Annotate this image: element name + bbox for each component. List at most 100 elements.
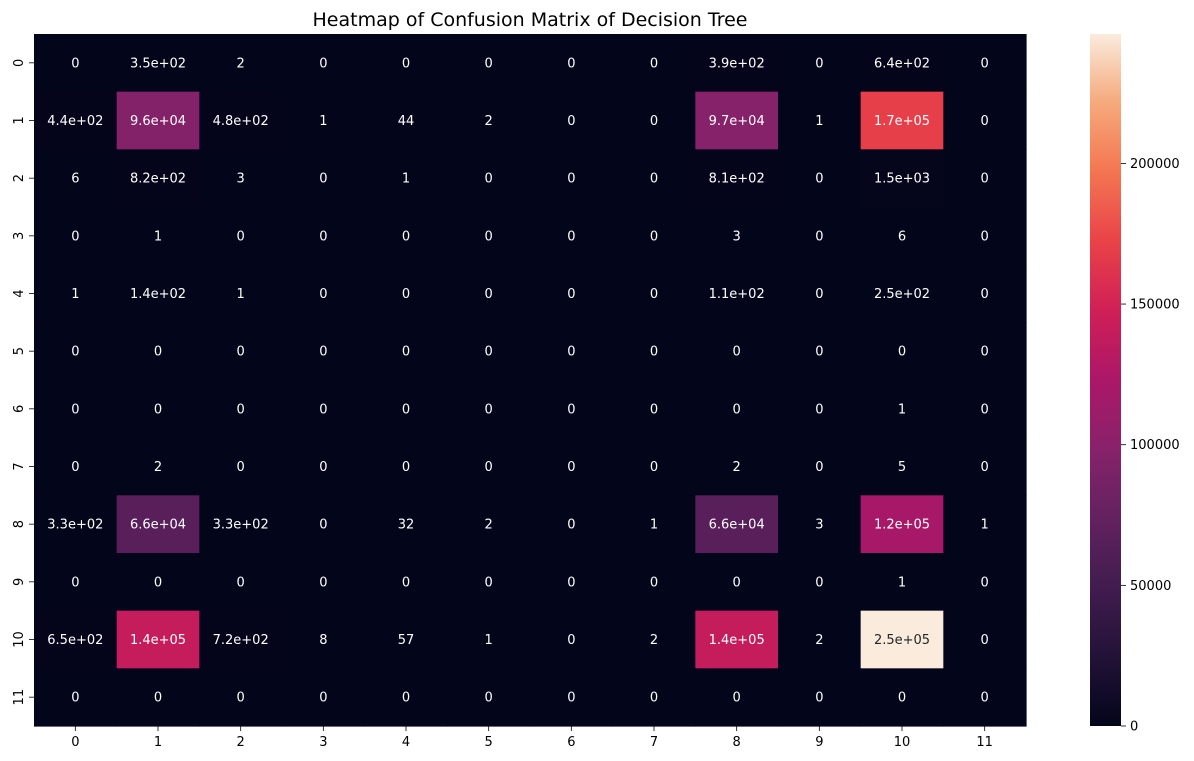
heatmap-cell: [116, 322, 200, 381]
cell-annotation: 2: [815, 633, 823, 648]
cell-annotation: 0: [485, 575, 493, 590]
heatmap-cell: [199, 91, 283, 150]
cell-annotation: 3: [815, 518, 823, 533]
heatmap-cell: [34, 264, 118, 323]
cell-annotation: 0: [567, 460, 575, 475]
y-tick-label: 3: [12, 232, 27, 240]
cell-annotation: 2: [650, 633, 658, 648]
cell-annotation: 3: [237, 172, 245, 187]
heatmap-cell: [116, 437, 200, 496]
x-tick-label: 2: [237, 735, 245, 750]
heatmap-cell: [34, 34, 118, 93]
x-tick-label: 5: [485, 735, 493, 750]
heatmap-cell: [943, 91, 1027, 150]
cell-annotation: 0: [650, 229, 658, 244]
cell-annotation: 1: [815, 114, 823, 129]
heatmap-cell: [116, 380, 200, 439]
cell-annotation: 32: [398, 518, 415, 533]
heatmap-cell: [695, 322, 779, 381]
heatmap-cell: [695, 553, 779, 612]
heatmap-cell: [860, 322, 944, 381]
heatmap-cell: [612, 207, 696, 266]
cell-annotation: 1.4e+02: [130, 287, 186, 302]
cell-annotation: 0: [319, 518, 327, 533]
cell-annotation: 0: [981, 691, 989, 706]
cell-annotation: 1: [237, 287, 245, 302]
heatmap-cell: [612, 34, 696, 93]
cell-annotation: 6.4e+02: [874, 56, 930, 71]
cell-annotation: 0: [650, 575, 658, 590]
heatmap-cell: [860, 149, 944, 208]
cell-annotation: 0: [71, 56, 79, 71]
heatmap-cell: [778, 437, 862, 496]
heatmap-cell: [199, 380, 283, 439]
colorbar-tick-label: 150000: [1130, 298, 1180, 313]
cell-annotation: 2.5e+02: [874, 287, 930, 302]
heatmap-cell: [778, 668, 862, 727]
cell-annotation: 0: [567, 287, 575, 302]
cell-annotation: 6.6e+04: [130, 518, 186, 533]
heatmap-cell: [282, 207, 366, 266]
cell-annotation: 0: [237, 460, 245, 475]
heatmap-cell: [695, 34, 779, 93]
cell-annotation: 0: [567, 56, 575, 71]
cell-annotation: 2: [733, 460, 741, 475]
cell-annotation: 3.5e+02: [130, 56, 186, 71]
heatmap-cell: [943, 668, 1027, 727]
heatmap-cell: [282, 34, 366, 93]
cell-annotation: 0: [485, 345, 493, 360]
cell-annotation: 0: [319, 56, 327, 71]
heatmap-cell: [943, 437, 1027, 496]
cell-annotation: 0: [319, 345, 327, 360]
cell-annotation: 6: [71, 172, 79, 187]
heatmap-cell: [778, 380, 862, 439]
x-axis: 0 1 2 3 4 5 6 7 8 9 10 11: [71, 726, 993, 750]
x-tick-label: 7: [650, 735, 658, 750]
cell-annotation: 3.3e+02: [213, 518, 269, 533]
cell-annotation: 3.9e+02: [709, 56, 765, 71]
heatmap-cell: [612, 149, 696, 208]
cell-annotation: 0: [485, 402, 493, 417]
cell-annotation: 0: [237, 229, 245, 244]
heatmap-cell: [199, 264, 283, 323]
cell-annotation: 0: [402, 691, 410, 706]
heatmap-cell: [695, 610, 779, 669]
y-tick-label: 11: [12, 689, 27, 706]
cell-annotation: 0: [815, 287, 823, 302]
heatmap-cell: [860, 91, 944, 150]
heatmap-cell: [860, 207, 944, 266]
heatmap-cell: [447, 495, 531, 554]
heatmap-cell: [612, 495, 696, 554]
x-tick-label: 9: [815, 735, 823, 750]
cell-annotation: 0: [485, 691, 493, 706]
y-axis: 0 1 2 3 4 5 6 7 8 9 10 11: [12, 59, 34, 706]
cell-annotation: 1: [154, 229, 162, 244]
heatmap-cell: [695, 91, 779, 150]
cell-annotation: 3: [733, 229, 741, 244]
cell-annotation: 2: [485, 518, 493, 533]
y-tick-label: 9: [12, 578, 27, 586]
heatmap-cell: [695, 207, 779, 266]
cell-annotation: 2.5e+05: [874, 633, 930, 648]
cell-annotation: 0: [815, 575, 823, 590]
cell-annotation: 0: [319, 172, 327, 187]
cell-annotation: 2: [485, 114, 493, 129]
cell-annotation: 0: [154, 402, 162, 417]
heatmap-cell: [612, 610, 696, 669]
y-tick-label: 8: [12, 520, 27, 528]
cell-annotation: 0: [71, 402, 79, 417]
heatmap-cell: [199, 495, 283, 554]
cell-annotation: 0: [981, 229, 989, 244]
cell-annotation: 0: [815, 56, 823, 71]
heatmap-cell: [34, 437, 118, 496]
heatmap-cell: [116, 553, 200, 612]
heatmap-cell: [860, 34, 944, 93]
cell-annotation: 0: [402, 56, 410, 71]
cell-annotation: 0: [402, 575, 410, 590]
heatmap-cell: [34, 380, 118, 439]
y-tick-label: 4: [12, 289, 27, 297]
cell-annotation: 0: [402, 460, 410, 475]
heatmap-cell: [447, 264, 531, 323]
colorbar-tick-label: 0: [1130, 720, 1138, 735]
